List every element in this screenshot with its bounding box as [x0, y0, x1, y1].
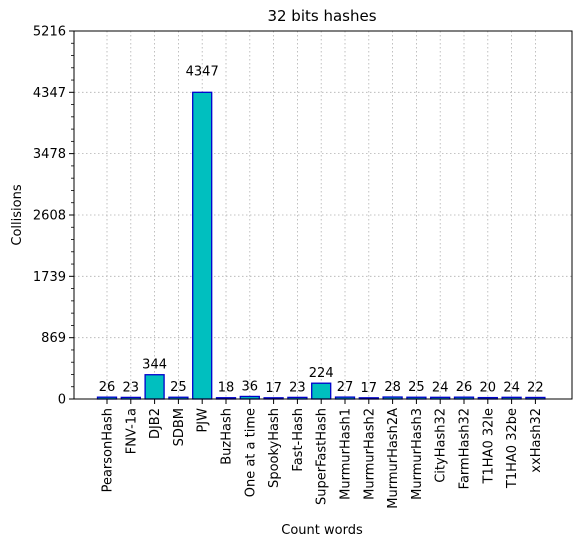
data-label: 27 — [337, 380, 354, 395]
data-label: 23 — [123, 380, 140, 395]
data-label: 18 — [218, 381, 235, 396]
x-tick-label: T1HA0 32be — [505, 408, 520, 489]
x-tick-label: Fast-Hash — [291, 408, 306, 472]
data-label: 4347 — [186, 64, 219, 79]
x-tick-label: CityHash32 — [434, 408, 449, 483]
y-tick-label: 3478 — [33, 147, 66, 162]
data-label: 344 — [142, 358, 167, 373]
y-tick-label: 4347 — [33, 86, 66, 101]
data-label: 26 — [456, 380, 473, 395]
x-tick-label: SpookyHash — [267, 408, 282, 488]
ticks-layer: 0 869 1739 2608 3478 4347 5216 PearsonHash FNV-1… — [33, 25, 544, 509]
x-tick-label: PJW — [196, 408, 211, 433]
data-label: 28 — [384, 380, 401, 395]
x-tick-label: SDBM — [172, 408, 187, 446]
y-tick-label: 869 — [41, 331, 66, 346]
x-axis-label: Count words — [281, 523, 363, 538]
x-tick-label: T1HA0 32le — [481, 408, 496, 484]
y-axis-label: Collisions — [10, 184, 25, 245]
bar — [144, 374, 165, 400]
data-label: 25 — [170, 380, 187, 395]
grid-layer — [74, 31, 572, 399]
data-label: 17 — [361, 381, 378, 396]
data-label: 20 — [480, 381, 497, 396]
x-tick-label: SuperFastHash — [315, 408, 330, 505]
bar — [192, 91, 213, 400]
x-tick-label: DJB2 — [148, 408, 163, 439]
bar — [311, 382, 332, 400]
y-tick-label: 1739 — [33, 270, 66, 285]
x-tick-label: xxHash32 — [529, 408, 544, 473]
data-label: 22 — [527, 380, 544, 395]
x-tick-label: MurmurHash1 — [339, 408, 354, 500]
data-label: 224 — [309, 366, 334, 381]
y-tick-label: 0 — [58, 393, 66, 408]
data-label: 25 — [408, 380, 425, 395]
data-label: 24 — [503, 380, 520, 395]
plot-frame — [73, 30, 573, 400]
chart-title: 32 bits hashes — [267, 7, 376, 25]
y-tick-label: 2608 — [33, 209, 66, 224]
data-label: 23 — [289, 380, 306, 395]
y-tick-label: 5216 — [33, 25, 66, 40]
x-tick-label: FNV-1a — [124, 408, 139, 454]
data-label: 24 — [432, 380, 449, 395]
data-label: 17 — [265, 381, 282, 396]
x-tick-label: BuzHash — [220, 408, 235, 465]
data-label: 36 — [242, 379, 259, 394]
x-tick-label: One at a time — [243, 408, 258, 497]
x-tick-label: MurmurHash2A — [386, 408, 401, 509]
x-tick-label: MurmurHash2 — [362, 408, 377, 500]
data-label: 26 — [99, 380, 116, 395]
x-tick-label: MurmurHash3 — [410, 408, 425, 500]
x-tick-label: FarmHash32 — [458, 408, 473, 489]
x-tick-label: PearsonHash — [101, 408, 116, 492]
